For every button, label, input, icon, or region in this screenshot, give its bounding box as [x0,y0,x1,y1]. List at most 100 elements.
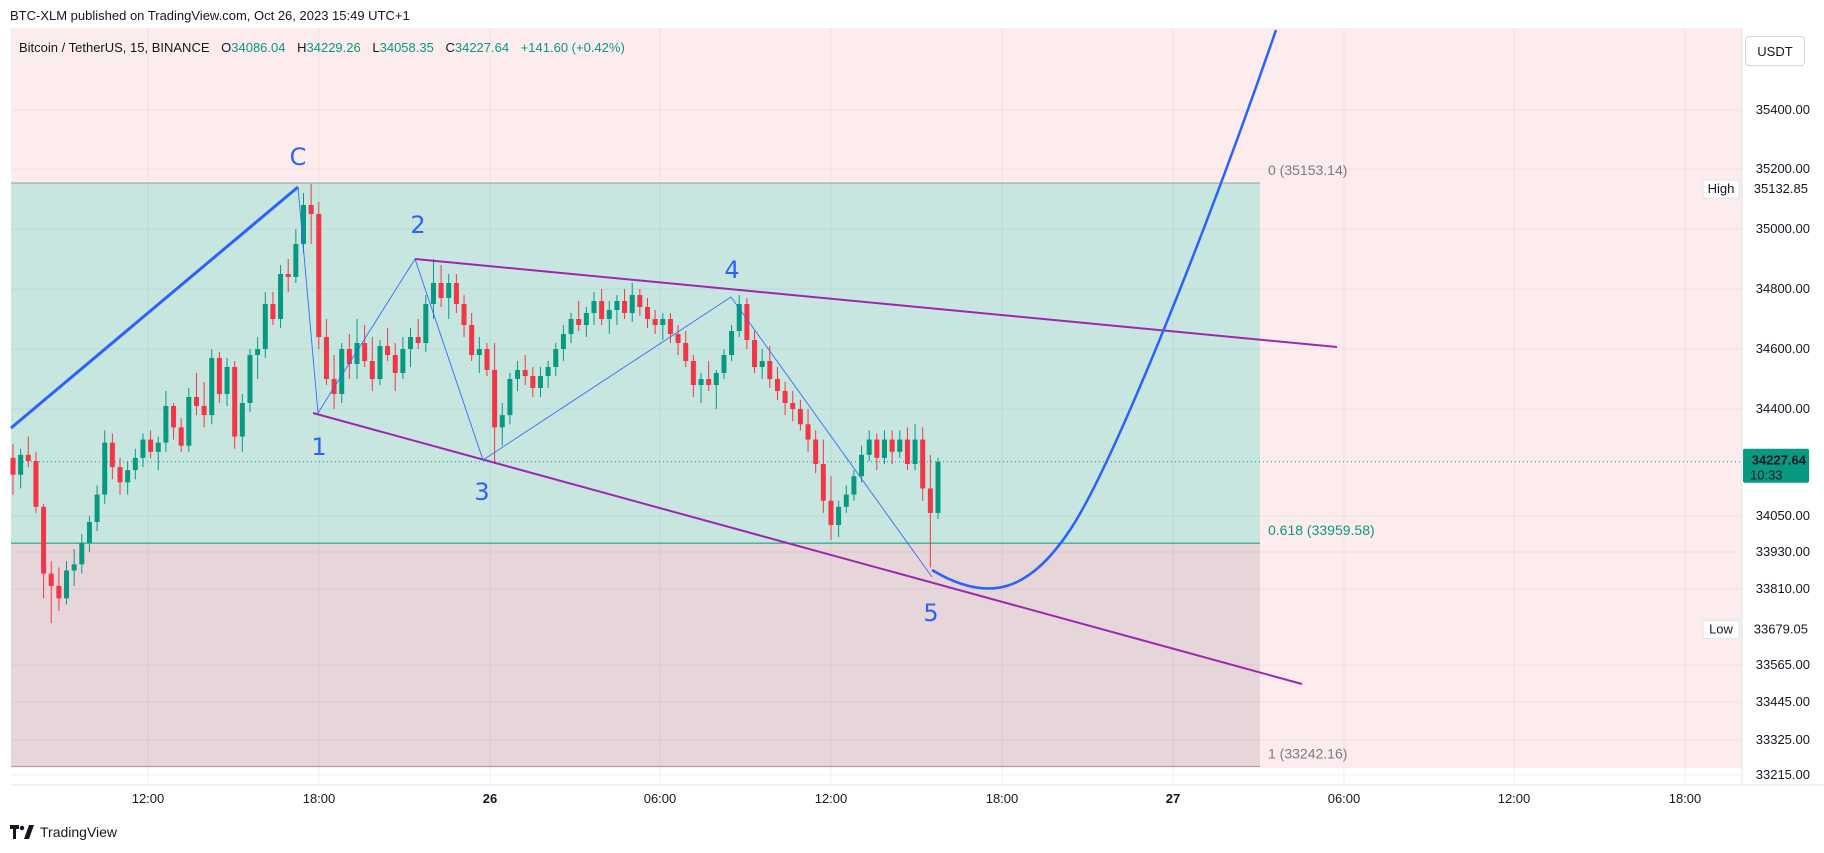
time-tick-label: 12:00 [1498,791,1531,806]
candle-body [706,379,712,385]
candle-body [469,325,475,355]
legend-low-label: L [372,40,379,55]
wave-label-4: 4 [724,256,739,284]
candle-body [476,349,482,355]
candle-body [752,340,758,367]
low-tag-bg [1702,620,1740,640]
candle-body [629,295,635,313]
candle-body [178,427,184,446]
legend-high-label: H [297,40,306,55]
candle-body [415,337,421,343]
candle-body [713,373,719,385]
price-axis[interactable]: 35400.00 35200.00 35000.00 34800.00 34600.00… [1756,102,1810,782]
candle-body [935,461,941,513]
candle-body [247,355,253,403]
time-tick-label: 18:00 [1669,791,1702,806]
candle-body [94,494,100,522]
candle-body [232,367,238,437]
wave-labels: C 1 2 3 4 5 [290,143,939,627]
candle-body [736,304,742,331]
time-tick-label: 18:00 [986,791,1019,806]
candle-body [354,343,360,364]
candle-body [499,415,505,428]
candle-body [675,334,681,343]
candle-body [660,319,666,325]
legend-low: 34058.35 [380,40,434,55]
last-price-value: 34227.64 [1752,453,1807,468]
price-tick-label: 33215.00 [1756,767,1810,782]
candle-body [377,346,383,379]
legend-open-label: O [221,40,231,55]
trend-line-c [10,185,299,430]
legend-high: 34229.26 [307,40,361,55]
candle-body [25,454,31,461]
candle-body [667,319,673,334]
candle-body [155,442,161,452]
publish-line: BTC-XLM published on TradingView.com, Oc… [10,8,410,23]
candle-body [805,424,811,440]
candle-body [560,334,566,349]
candle-body [270,304,276,319]
candle-body [33,460,39,507]
low-value: 33679.05 [1754,622,1808,637]
time-axis[interactable]: 12:00 18:00 26 06:00 12:00 18:00 27 06:00 12:00 1… [132,791,1702,806]
candle-body [308,205,314,214]
fib-zone-upper [11,183,1260,544]
time-tick-label: 26 [483,791,497,806]
candle-body [774,379,780,391]
candle-body [927,488,933,513]
time-tick-label: 06:00 [644,791,677,806]
candle-body [813,439,819,465]
candle-body [537,376,543,388]
candle-body [591,301,597,313]
candle-body [652,319,658,325]
candle-body [48,573,54,586]
candle-body [859,454,865,477]
candle-body [515,370,521,379]
candle-body [140,439,146,458]
candle-body [729,331,735,355]
candle-body [186,397,192,446]
wave-label-1: 1 [311,433,326,461]
candle-body [599,301,605,319]
candle-body [400,349,406,373]
candle-body [637,295,643,307]
candle-body [109,442,115,468]
currency-button[interactable]: USDT [1745,36,1805,66]
candle-body [576,319,582,325]
candle-body [820,464,826,501]
candle-body [193,397,199,406]
wave-label-3: 3 [474,478,489,506]
candle-body [430,283,436,304]
price-tick-label: 33445.00 [1756,694,1810,709]
candle-body [323,337,329,379]
candle-body [102,442,108,495]
candle-body [698,379,704,385]
candle-body [285,274,291,277]
time-tick-label: 27 [1166,791,1180,806]
high-value: 35132.85 [1754,181,1808,196]
tradingview-logo[interactable]: TradingView [10,824,117,840]
candle-body [18,454,24,475]
candle-body [216,358,222,394]
candle-body [331,379,337,394]
candle-body [912,439,918,465]
candle-body [224,367,230,394]
fib-label-1: 1 (33242.16) [1268,745,1347,761]
price-tick-label: 33930.00 [1756,544,1810,559]
candle-body [446,283,452,298]
fib-zone-lower [11,543,1260,767]
candle-body [614,301,620,310]
candle-body [583,313,589,325]
candle-body [64,570,70,599]
drawings[interactable] [10,29,1338,685]
candle-body [797,409,803,425]
price-tick-label: 33810.00 [1756,581,1810,596]
candle-body [255,349,261,355]
candle-body [453,283,459,304]
candle-body [117,467,123,483]
grid [11,28,1742,785]
candle-body [790,403,796,409]
